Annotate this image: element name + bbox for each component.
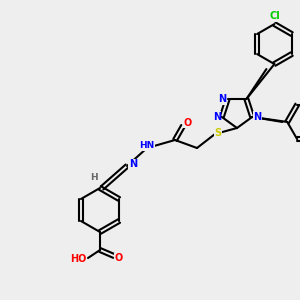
Text: N: N — [253, 112, 261, 122]
Text: HN: HN — [140, 142, 154, 151]
Text: H: H — [90, 173, 98, 182]
Text: O: O — [184, 118, 192, 128]
Text: N: N — [213, 112, 221, 122]
Text: HO: HO — [70, 254, 86, 264]
Text: Cl: Cl — [269, 11, 280, 21]
Text: S: S — [214, 128, 222, 138]
Text: N: N — [129, 159, 137, 169]
Text: N: N — [218, 94, 227, 104]
Text: O: O — [115, 253, 123, 263]
